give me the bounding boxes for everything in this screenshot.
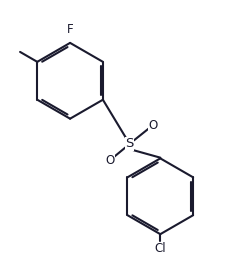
Text: F: F [67, 23, 73, 37]
Text: O: O [148, 119, 158, 132]
Text: O: O [105, 154, 114, 167]
Text: S: S [125, 138, 134, 150]
Text: Cl: Cl [154, 242, 166, 255]
